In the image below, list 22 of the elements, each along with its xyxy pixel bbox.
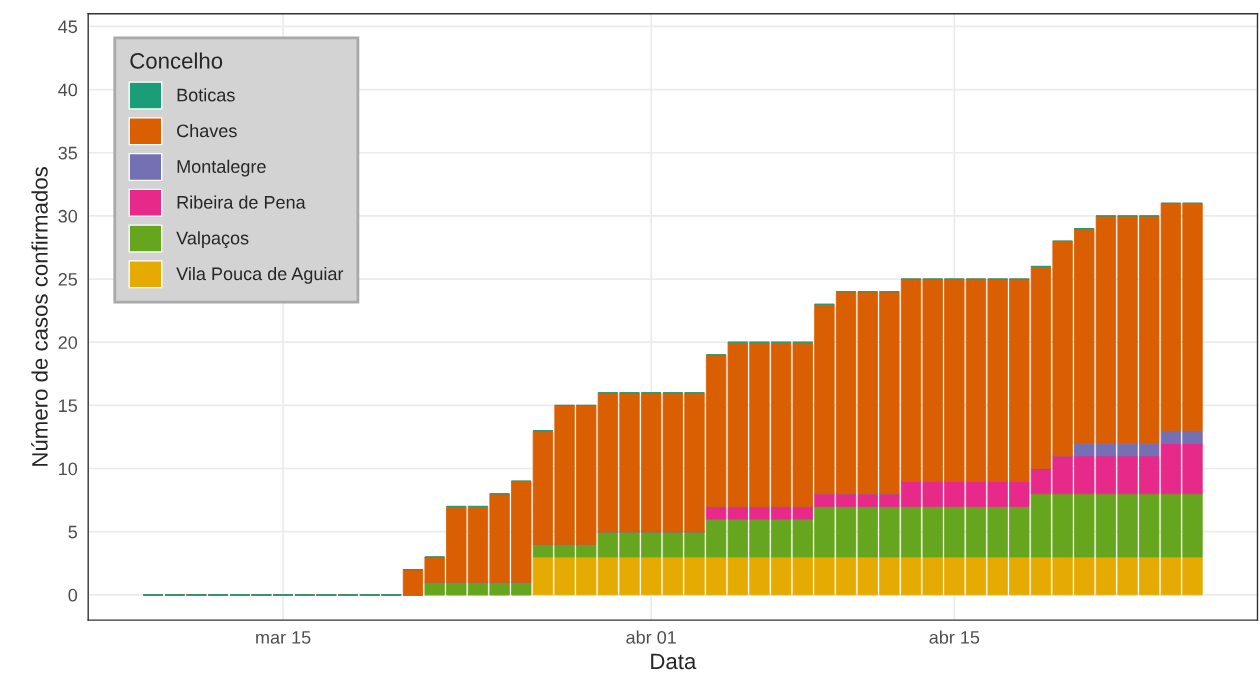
legend-label: Montalegre: [177, 159, 266, 177]
legend-label: Vila Pouca de Aguiar: [176, 266, 344, 284]
x-tick-label: abr 01: [626, 630, 676, 644]
y-tick-label: 25: [58, 272, 78, 286]
legend-title: Concelho: [130, 52, 223, 69]
y-tick-label: 10: [59, 462, 78, 476]
x-tick-label: mar 15: [256, 631, 311, 644]
y-tick-label: 0: [68, 588, 78, 602]
legend-label: Chaves: [177, 123, 237, 138]
x-tick-label: abr 15: [929, 630, 980, 644]
y-tick-label: 40: [58, 83, 78, 97]
x-axis-title: Data: [651, 653, 697, 670]
legend-label: Boticas: [177, 88, 235, 102]
legend-label: Ribeira de Pena: [177, 195, 306, 209]
y-tick-label: 45: [58, 20, 78, 34]
y-tick-label: 35: [58, 146, 78, 160]
y-tick-label: 5: [68, 525, 78, 539]
y-tick-label: 20: [58, 336, 78, 349]
y-tick-label: 30: [58, 209, 78, 223]
y-tick-label: 15: [59, 399, 78, 413]
y-axis-title: Número de casos confirmados: [31, 167, 48, 466]
legend-label: Valpaços: [176, 231, 249, 249]
